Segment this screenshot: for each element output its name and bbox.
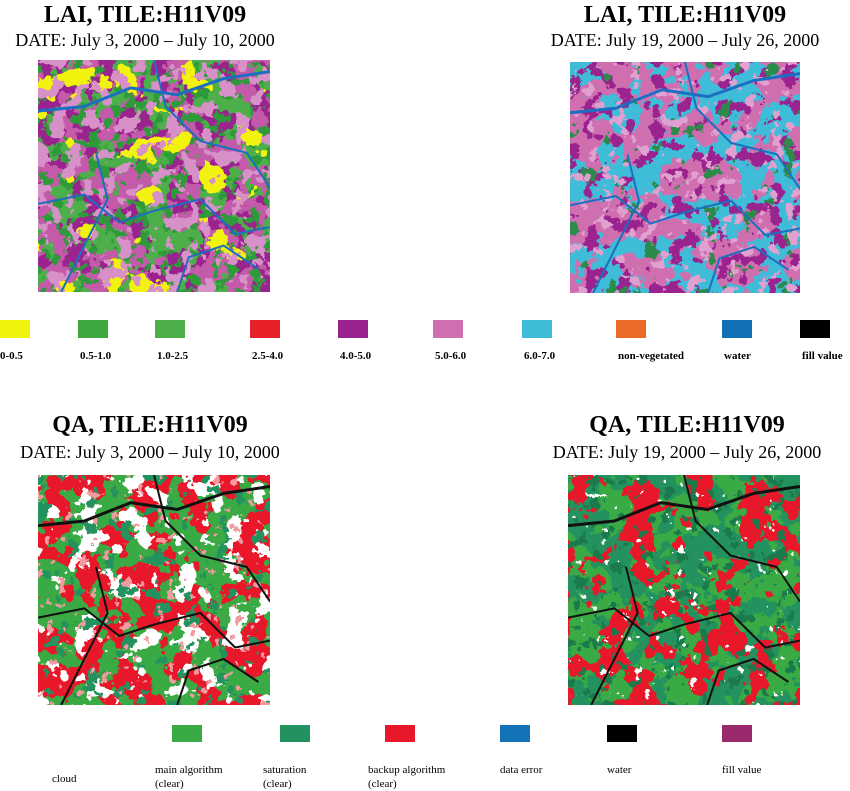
map-image [570,62,800,293]
river [38,70,270,113]
map-layer [38,60,270,292]
panel-date: DATE: July 3, 2000 – July 10, 2000 [20,442,280,462]
panel-title: QA, TILE:H11V09 [589,412,785,438]
panel-date: DATE: July 19, 2000 – July 26, 2000 [553,442,822,462]
legend-label: non-vegetated [618,350,684,362]
legend-label: data error [500,764,543,776]
legend-swatch [155,320,185,338]
map-layer [568,475,800,705]
legend-label: (clear) [368,778,397,790]
legend-label: fill value [802,350,843,362]
river [38,485,270,528]
legend-swatch [522,320,552,338]
river [60,152,109,292]
legend-swatch [172,725,202,742]
legend-swatch [433,320,463,338]
legend-swatch [0,320,30,338]
legend-label: 4.0-5.0 [340,350,372,362]
map-image [568,475,800,705]
panel-title: LAI, TILE:H11V09 [44,2,246,28]
river [153,60,270,189]
panel-date: DATE: July 19, 2000 – July 26, 2000 [551,30,820,50]
legend-label: cloud [52,773,77,785]
legend-swatch [616,320,646,338]
legend-label: main algorithm [155,764,223,776]
legend-swatch [722,320,752,338]
river [568,607,800,649]
river [683,475,800,603]
panel-title: QA, TILE:H11V09 [52,412,248,438]
legend-swatch [500,725,530,742]
map-layer [570,62,800,293]
legend-swatch [52,725,82,742]
legend-label: saturation [263,764,307,776]
river [176,244,259,292]
legend-swatch [280,725,310,742]
river [176,658,259,705]
legend-label: 2.5-4.0 [252,350,284,362]
legend-swatch [722,725,752,742]
river [590,566,639,705]
map-layer [38,475,270,705]
legend-swatch [338,320,368,338]
panel-date: DATE: July 3, 2000 – July 10, 2000 [15,30,275,50]
river [153,475,270,603]
legend-swatch [607,725,637,742]
river [38,193,270,235]
river [570,72,800,115]
legend-label: 1.0-2.5 [157,350,189,362]
legend-swatch [800,320,830,338]
map-image [38,475,270,705]
river [706,658,789,705]
legend-label: 5.0-6.0 [435,350,467,362]
legend-swatch [250,320,280,338]
river [707,245,790,293]
legend-label: water [724,350,751,362]
river [684,62,800,190]
legend-swatch [385,725,415,742]
panel-title: LAI, TILE:H11V09 [584,2,786,28]
legend-label: fill value [722,764,762,776]
river [570,194,800,237]
legend-label: water [607,764,632,776]
river [60,566,109,705]
river [592,154,640,293]
river [38,607,270,649]
legend-label: 0.5-1.0 [80,350,112,362]
river [568,485,800,528]
legend-swatch [78,320,108,338]
map-image [38,60,270,292]
legend-label: 0-0.5 [0,350,23,362]
legend-label: (clear) [263,778,292,790]
legend-label: (clear) [155,778,184,790]
legend-label: backup algorithm [368,764,446,776]
legend-label: 6.0-7.0 [524,350,556,362]
